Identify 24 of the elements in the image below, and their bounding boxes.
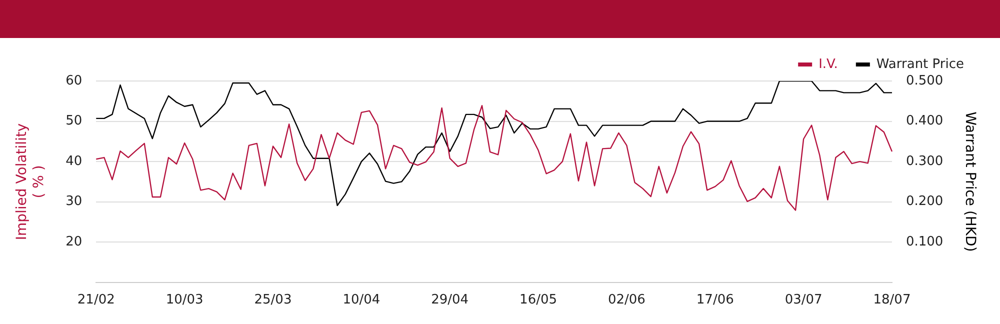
legend-label: I.V.	[818, 56, 838, 72]
x-tick-label: 16/05	[520, 292, 558, 308]
x-tick-label: 02/06	[608, 292, 646, 308]
y2-tick-label: 0.100	[906, 234, 944, 250]
y-tick-label: 30	[66, 194, 82, 210]
y-tick-label: 50	[66, 114, 82, 129]
y2-tick-label: 0.200	[906, 194, 944, 210]
x-tick-label: 25/03	[254, 292, 292, 308]
y2-tick-label: 0.300	[906, 154, 944, 169]
y-tick-label: 60	[66, 73, 82, 88]
legend-label: Warrant Price	[876, 56, 964, 72]
y-tick-label: 20	[66, 234, 82, 250]
x-tick-label: 03/07	[784, 292, 822, 308]
y2-tick-label: 0.400	[906, 114, 944, 129]
x-tick-label: 10/04	[342, 292, 380, 308]
y2-axis-title: Warrant Price (HKD)	[962, 112, 978, 252]
y2-tick-label: 0.500	[906, 73, 944, 88]
x-tick-label: 17/06	[696, 292, 734, 308]
x-tick-label: 29/04	[431, 292, 469, 308]
x-tick-label: 21/02	[77, 292, 115, 308]
x-tick-label: 18/07	[873, 292, 911, 308]
y-tick-label: 40	[66, 154, 82, 169]
x-tick-label: 10/03	[166, 292, 204, 308]
y-axis-title: Implied Volatility ( % )	[14, 123, 47, 240]
